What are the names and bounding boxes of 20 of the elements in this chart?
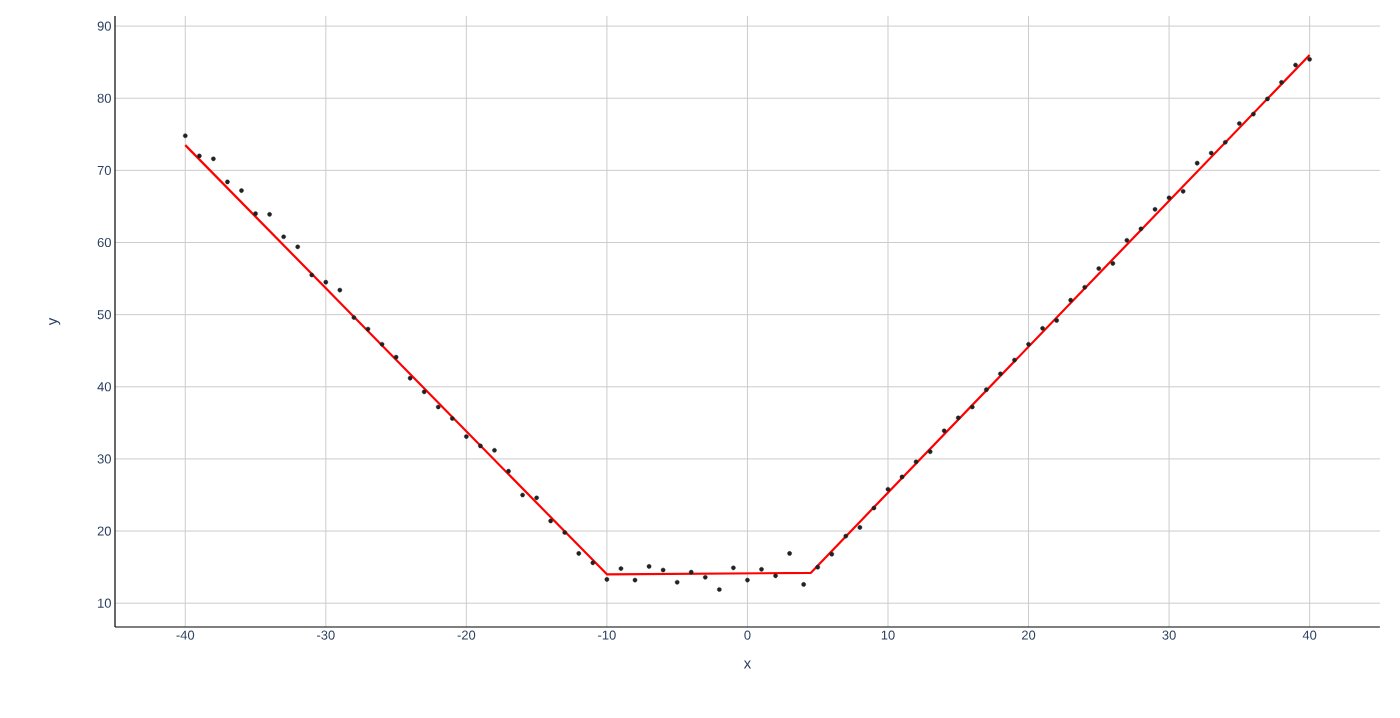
x-axis-title: x — [743, 660, 752, 669]
y-tick-label: 80 — [97, 93, 111, 103]
x-tick-label: -30 — [317, 630, 335, 640]
y-tick-label: 10 — [98, 598, 111, 608]
x-tick-label: -20 — [457, 630, 476, 640]
x-tick-label: 20 — [1021, 630, 1036, 640]
y-tick-label: 70 — [97, 165, 111, 175]
x-tick-label: 10 — [881, 630, 895, 640]
y-tick-label: 90 — [97, 21, 111, 31]
y-tick-label: 30 — [97, 454, 111, 464]
x-tick-label: -40 — [176, 630, 195, 640]
x-tick-label: -10 — [598, 630, 616, 640]
y-tick-label: 60 — [97, 237, 111, 248]
x-tick-label: 40 — [1302, 630, 1317, 640]
y-tick-label: 50 — [97, 310, 111, 320]
x-tick-label: 0 — [744, 630, 751, 640]
y-tick-label: 20 — [97, 526, 111, 536]
x-tick-label: 30 — [1162, 630, 1176, 640]
y-tick-label: 40 — [97, 382, 111, 392]
y-axis-title: y — [49, 317, 61, 326]
